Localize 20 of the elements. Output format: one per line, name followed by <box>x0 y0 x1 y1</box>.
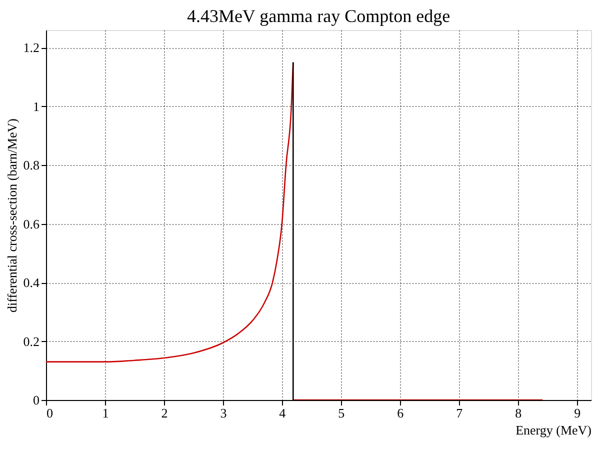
y-tick-label: 0.8 <box>23 158 40 173</box>
y-tick-label: 0 <box>33 392 40 408</box>
x-tick-label: 4 <box>279 406 286 420</box>
x-tick-label: 7 <box>456 406 464 420</box>
x-axis-title: Energy (MeV) <box>516 422 592 438</box>
x-tick-label: 9 <box>574 406 581 420</box>
x-tick-label: 6 <box>397 406 404 420</box>
x-tick-label: 5 <box>338 406 345 420</box>
x-tick-label: 8 <box>515 406 522 420</box>
y-tick-label: 0.4 <box>23 275 40 290</box>
x-tick-label: 3 <box>220 406 227 420</box>
y-tick-label: 0.6 <box>23 216 40 232</box>
y-tick-label: 0.2 <box>23 334 40 349</box>
x-tick-label: 1 <box>102 406 109 420</box>
y-tick-label: 1.2 <box>23 40 40 56</box>
chart-title: 4.43MeV gamma ray Compton edge <box>186 6 450 26</box>
y-axis-title: differential cross-section (barn/MeV) <box>4 118 20 312</box>
x-tick-label: 0 <box>46 406 53 420</box>
y-tick-label: 1 <box>33 98 40 114</box>
x-tick-label: 2 <box>161 406 168 420</box>
